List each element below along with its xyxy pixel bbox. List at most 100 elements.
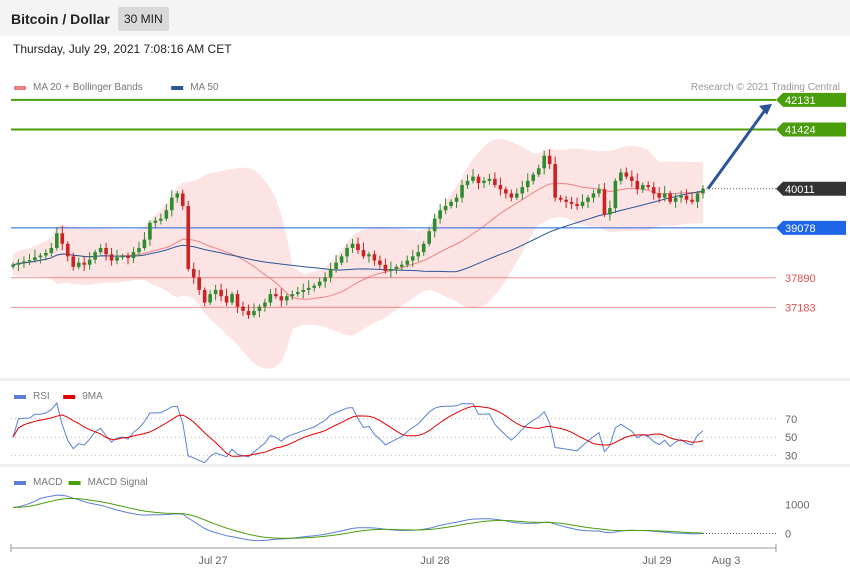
candle-body bbox=[520, 187, 525, 194]
candle-body bbox=[49, 247, 54, 254]
candle-body bbox=[662, 193, 667, 198]
bollinger-band bbox=[13, 138, 703, 369]
candle-body bbox=[684, 195, 689, 200]
candle-body bbox=[339, 256, 344, 263]
panel-divider bbox=[0, 464, 850, 467]
rsi-line bbox=[12, 401, 704, 464]
rsi-legend-swatch bbox=[14, 395, 26, 399]
candle-body bbox=[421, 243, 426, 253]
x-tick-label: Jul 27 bbox=[198, 555, 227, 567]
candle-body bbox=[334, 262, 338, 269]
candle-body bbox=[668, 193, 672, 202]
candle-body bbox=[580, 201, 585, 207]
candle-body bbox=[301, 289, 306, 293]
candle-body bbox=[219, 289, 223, 297]
resistance-tag bbox=[776, 122, 846, 137]
rsi-legend-label: RSI bbox=[33, 391, 50, 402]
candle-body bbox=[640, 185, 645, 190]
candle-body bbox=[460, 185, 464, 198]
candle-body bbox=[695, 193, 700, 202]
candle-body bbox=[531, 174, 536, 181]
candle-body bbox=[98, 247, 103, 253]
forecast-arrow bbox=[706, 107, 768, 190]
candle-body bbox=[33, 257, 37, 261]
candle-body bbox=[553, 164, 557, 198]
candle-body bbox=[597, 189, 601, 194]
candle-body bbox=[279, 296, 284, 301]
candle-body bbox=[389, 268, 393, 272]
candle-body bbox=[564, 199, 568, 202]
candle-body bbox=[383, 264, 388, 272]
macd-legend-swatch bbox=[14, 481, 26, 485]
panel-divider bbox=[0, 378, 850, 381]
candle-body bbox=[22, 261, 26, 263]
candle-body bbox=[525, 180, 530, 188]
candle-body bbox=[323, 277, 327, 282]
candle-body bbox=[55, 233, 59, 248]
rsi-legend-swatch bbox=[63, 395, 76, 399]
timeframe-button[interactable]: 30 MIN bbox=[118, 7, 169, 31]
support-label: 37183 bbox=[785, 302, 816, 314]
rsi-legend-label: 9MA bbox=[82, 391, 103, 402]
candle-body bbox=[328, 268, 333, 278]
candle-body bbox=[115, 257, 119, 261]
candle-body bbox=[142, 239, 147, 248]
candle-body bbox=[630, 176, 634, 181]
candle-body bbox=[378, 260, 382, 265]
candle-body bbox=[131, 252, 136, 259]
candle-body bbox=[268, 294, 273, 303]
resistance-label: 41424 bbox=[785, 125, 816, 137]
candle-body bbox=[93, 252, 97, 260]
candle-body bbox=[60, 233, 65, 244]
candle-body bbox=[27, 260, 32, 262]
candle-body bbox=[306, 287, 311, 290]
candle-body bbox=[290, 294, 295, 297]
x-tick-label: Jul 28 bbox=[420, 555, 449, 567]
candle-body bbox=[542, 155, 546, 169]
candle-body bbox=[213, 289, 218, 295]
macd-tick-label: 0 bbox=[785, 529, 791, 541]
candle-body bbox=[44, 253, 48, 256]
forecast-arrow-head bbox=[759, 103, 772, 115]
candle-body bbox=[602, 189, 607, 215]
candle-body bbox=[591, 193, 596, 198]
candle-body bbox=[191, 268, 196, 278]
candle-body bbox=[515, 193, 519, 198]
candle-body bbox=[38, 255, 43, 258]
last-price-label: 40011 bbox=[785, 184, 815, 196]
candle-body bbox=[224, 296, 229, 303]
copyright-text: Research © 2021 Trading Central bbox=[691, 82, 840, 93]
candle-body bbox=[454, 197, 459, 202]
resistance-label: 42131 bbox=[785, 95, 816, 107]
main-legend-label: MA 50 bbox=[190, 82, 219, 93]
candle-body bbox=[504, 189, 508, 194]
candle-body bbox=[202, 289, 207, 303]
candle-body bbox=[76, 262, 81, 267]
candle-body bbox=[208, 294, 212, 303]
candle-body bbox=[104, 247, 108, 255]
candle-body bbox=[400, 264, 404, 267]
macd-legend-label: MACD bbox=[33, 477, 62, 488]
candle-body bbox=[148, 222, 152, 240]
candle-body bbox=[394, 266, 399, 269]
macd-legend-swatch bbox=[68, 481, 81, 485]
candle-body bbox=[159, 218, 163, 221]
candle-body bbox=[410, 256, 415, 261]
main-legend-label: MA 20 + Bollinger Bands bbox=[33, 82, 143, 93]
candle-body bbox=[350, 243, 355, 248]
x-tick-label: Aug 3 bbox=[712, 555, 741, 567]
macd-tick-label: 1000 bbox=[785, 500, 809, 512]
candle-body bbox=[476, 176, 481, 183]
chart-title: Bitcoin / Dollar bbox=[11, 11, 110, 27]
pivot-tag bbox=[776, 220, 846, 235]
candle-body bbox=[427, 231, 431, 244]
candle-body bbox=[482, 180, 486, 183]
candle-body bbox=[137, 247, 141, 253]
candle-body bbox=[257, 306, 262, 311]
pivot-label: 39078 bbox=[785, 223, 816, 235]
candle-body bbox=[619, 172, 623, 181]
candle-body bbox=[635, 180, 640, 190]
candle-body bbox=[575, 203, 579, 207]
candle-body bbox=[71, 256, 76, 267]
